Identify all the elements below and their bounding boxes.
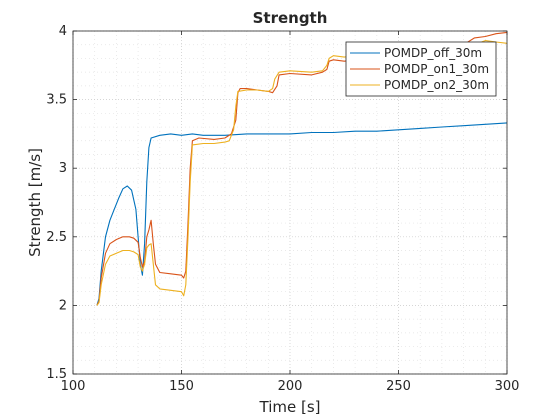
grid [72,30,508,375]
y-tick-label: 2 [59,298,67,313]
axis-ticks: 100 150 200 250 300 1.5 2 2.5 3 3.5 4 [46,24,519,394]
y-tick-label: 3.5 [46,93,67,108]
x-tick-label: 150 [169,379,194,394]
y-tick-label: 3 [59,161,67,176]
legend-label: POMDP_off_30m [384,46,482,60]
y-tick-label: 1.5 [46,367,67,382]
legend-label: POMDP_on1_30m [384,62,489,76]
chart-title: Strength [253,9,328,27]
y-axis-title: Strength [m/s] [26,148,44,257]
legend-label: POMDP_on2_30m [384,78,489,92]
series-line-POMDP_off_30m [96,122,508,306]
y-tick-label: 2.5 [46,230,67,245]
x-axis-title: Time [s] [259,398,321,416]
x-tick-label: 100 [61,379,86,394]
y-tick-label: 4 [59,24,67,39]
x-tick-label: 200 [278,379,303,394]
x-tick-label: 250 [386,379,411,394]
legend: POMDP_off_30m POMDP_on1_30m POMDP_on2_30m [345,41,497,97]
x-tick-label: 300 [495,379,520,394]
